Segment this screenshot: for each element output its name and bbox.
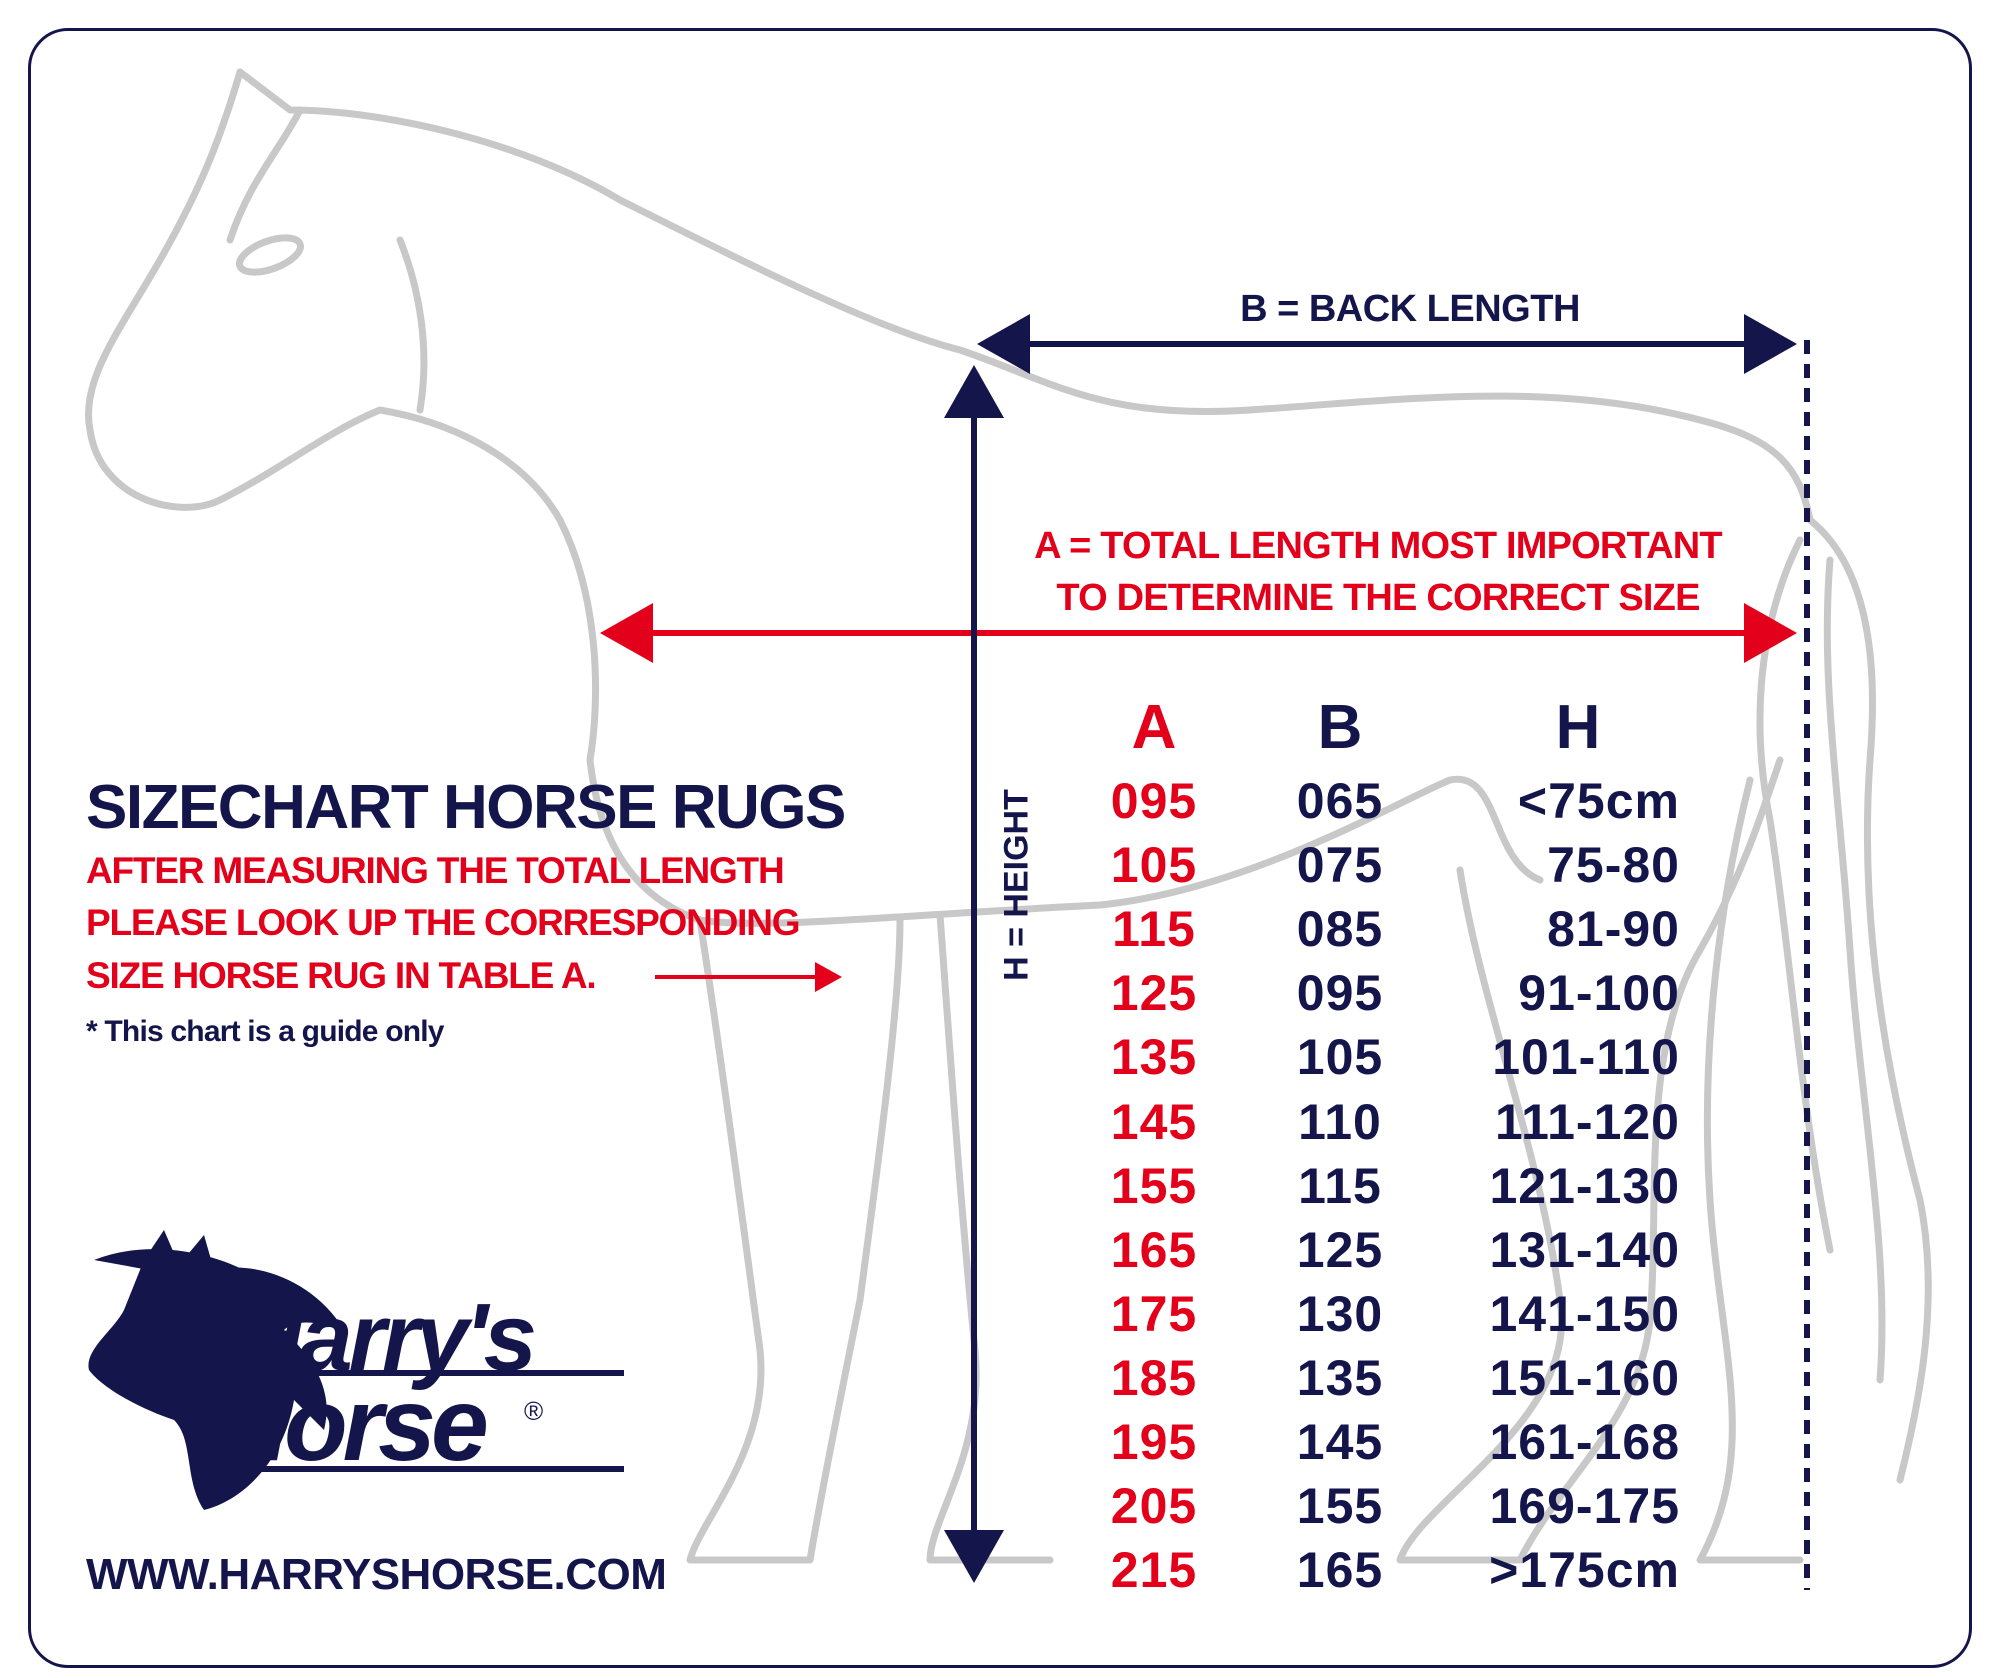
table-cell-a: 205: [1110, 1478, 1198, 1535]
table-cell-a: 145: [1110, 1093, 1198, 1150]
column-header-b: B: [1317, 693, 1363, 762]
table-cell-h: 111-120: [1495, 1093, 1680, 1150]
table-cell-b: 155: [1296, 1478, 1384, 1535]
instruction-line-3: SIZE HORSE RUG IN TABLE A.: [86, 955, 597, 996]
harrys-horse-logo: Harry's Horse ®: [84, 1220, 644, 1525]
website-url[interactable]: WWW.HARRYSHORSE.COM: [86, 1550, 667, 1599]
table-cell-a: 155: [1110, 1157, 1198, 1214]
table-cell-b: 130: [1296, 1285, 1384, 1342]
column-header-h: H: [1555, 693, 1601, 762]
back-length-label: B = BACK LENGTH: [1240, 288, 1580, 330]
table-cell-h: 141-150: [1489, 1285, 1680, 1342]
table-cell-a: 115: [1112, 901, 1196, 958]
table-cell-b: 095: [1296, 965, 1384, 1022]
table-cell-b: 145: [1296, 1414, 1384, 1470]
table-cell-b: 135: [1296, 1349, 1384, 1406]
table-cell-b: 085: [1296, 901, 1384, 958]
table-cell-h: 101-110: [1492, 1029, 1680, 1086]
height-label: H = HEIGHT: [997, 789, 1036, 981]
table-cell-a: 215: [1110, 1542, 1198, 1599]
chart-border: [28, 28, 1972, 1668]
total-length-arrow: [600, 603, 1797, 663]
table-cell-a: 095: [1110, 773, 1198, 829]
table-cell-a: 165: [1110, 1221, 1198, 1278]
table-cell-h: <75cm: [1517, 773, 1680, 829]
page-title: SIZECHART HORSE RUGS: [86, 773, 846, 842]
table-cell-b: 110: [1298, 1093, 1382, 1150]
table-cell-h: 169-175: [1489, 1478, 1680, 1535]
total-length-label-line2: TO DETERMINE THE CORRECT SIZE: [1056, 577, 1700, 619]
guide-note: * This chart is a guide only: [86, 1015, 444, 1048]
table-cell-a: 135: [1110, 1029, 1198, 1086]
table-cell-h: 121-130: [1489, 1157, 1680, 1214]
table-cell-b: 105: [1296, 1029, 1384, 1086]
table-cell-h: 151-160: [1489, 1349, 1680, 1406]
svg-text:Horse: Horse: [214, 1367, 486, 1483]
table-cell-b: 075: [1296, 837, 1384, 894]
back-length-arrow: [977, 314, 1797, 374]
table-cell-a: 125: [1110, 965, 1198, 1022]
table-cell-b: 065: [1296, 773, 1384, 829]
table-cell-b: 115: [1298, 1157, 1382, 1214]
table-cell-h: 91-100: [1518, 965, 1680, 1022]
table-cell-a: 175: [1110, 1285, 1198, 1342]
table-cell-a: 195: [1110, 1414, 1198, 1470]
table-cell-a: 185: [1110, 1349, 1198, 1406]
table-cell-b: 125: [1296, 1221, 1384, 1278]
instruction-arrow: [655, 962, 842, 992]
table-cell-a: 105: [1110, 837, 1198, 894]
table-cell-h: 161-168: [1489, 1414, 1680, 1470]
instruction-line-2: PLEASE LOOK UP THE CORRESPONDING: [86, 902, 801, 943]
height-arrow: [944, 365, 1004, 1583]
table-cell-b: 165: [1296, 1542, 1384, 1599]
svg-text:®: ®: [524, 1396, 543, 1426]
total-length-label-line1: A = TOTAL LENGTH MOST IMPORTANT: [1034, 525, 1722, 567]
table-cell-h: 81-90: [1547, 901, 1680, 958]
table-cell-h: 131-140: [1489, 1221, 1680, 1278]
table-cell-h: >175cm: [1489, 1542, 1680, 1599]
table-cell-h: 75-80: [1547, 837, 1680, 894]
instruction-line-1: AFTER MEASURING THE TOTAL LENGTH: [86, 850, 785, 891]
column-header-a: A: [1131, 693, 1177, 762]
